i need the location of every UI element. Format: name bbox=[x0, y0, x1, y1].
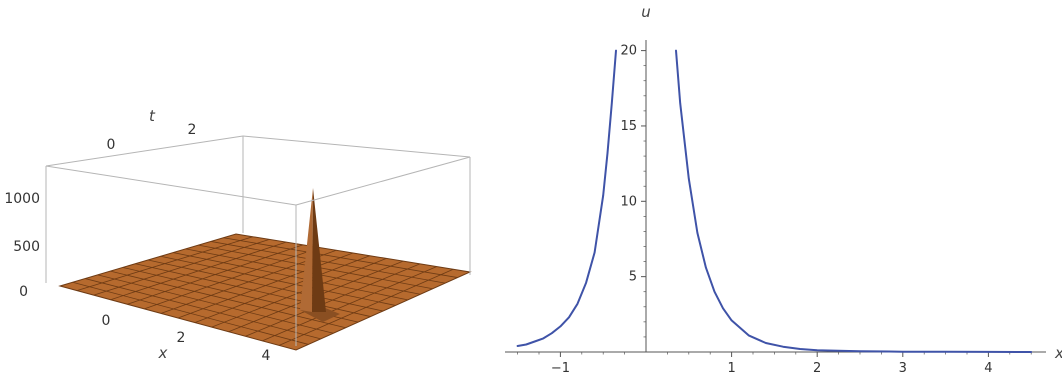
surface-grid-line bbox=[245, 263, 421, 337]
t-tick-label: 0 bbox=[107, 137, 116, 153]
line-plot-2d: −1 1 2 3 4 5 10 15 20 u x bbox=[505, 3, 1062, 376]
surface-grid-line bbox=[160, 255, 396, 306]
t-axis-label: t bbox=[149, 107, 156, 125]
bounding-box-front bbox=[45, 156, 471, 346]
curve-series bbox=[516, 49, 1033, 353]
x-tick-label: 3 bbox=[899, 361, 907, 376]
y-tick-label: 10 bbox=[620, 194, 637, 209]
x-axis-label: x bbox=[1054, 344, 1062, 362]
surface-grid-line bbox=[185, 248, 421, 295]
bounding-box-back bbox=[45, 135, 471, 233]
tick-marks: −1 1 2 3 4 5 10 15 20 bbox=[517, 44, 1032, 376]
y-tick-label: 5 bbox=[629, 270, 637, 285]
surface-peak bbox=[300, 188, 340, 322]
x-tick-label: 2 bbox=[177, 330, 186, 346]
y-axis-label: u bbox=[641, 3, 651, 21]
surface-grid-line bbox=[278, 268, 454, 346]
y-tick-label: 15 bbox=[620, 119, 637, 134]
surface-grid-line bbox=[262, 266, 437, 342]
x-tick-label: −1 bbox=[551, 361, 570, 376]
z-axis: 0 500 1000 bbox=[4, 191, 40, 300]
surface-grid-line bbox=[223, 237, 458, 278]
surface-grid-line bbox=[173, 252, 408, 301]
peak-left-face bbox=[300, 188, 313, 312]
z-tick-label: 0 bbox=[19, 284, 28, 300]
surface-grid-line bbox=[147, 259, 384, 312]
x-tick-label: 0 bbox=[102, 313, 111, 329]
surface-grid-line bbox=[194, 255, 370, 323]
x-axis-label: x bbox=[158, 344, 168, 362]
surface-grid-line bbox=[211, 258, 387, 328]
x-axis: 0 2 4 x bbox=[102, 313, 271, 364]
z-tick-label: 1000 bbox=[4, 191, 40, 207]
t-tick-label: 2 bbox=[188, 122, 197, 138]
x-tick-label: 4 bbox=[262, 348, 271, 364]
curve-line bbox=[675, 49, 1033, 353]
surface-grid bbox=[58, 233, 472, 351]
surface-plot-3d: 0 2 t 0 500 1000 0 2 4 x bbox=[4, 107, 472, 364]
x-tick-label: 2 bbox=[813, 361, 821, 376]
peak-right-face bbox=[312, 188, 326, 312]
surface-grid-line bbox=[210, 241, 446, 284]
t-axis: 0 2 t bbox=[107, 107, 197, 153]
x-tick-label: 4 bbox=[984, 361, 992, 376]
y-tick-label: 20 bbox=[620, 44, 637, 59]
x-tick-label: 1 bbox=[727, 361, 735, 376]
curve-line bbox=[516, 49, 617, 347]
z-tick-label: 500 bbox=[13, 239, 40, 255]
